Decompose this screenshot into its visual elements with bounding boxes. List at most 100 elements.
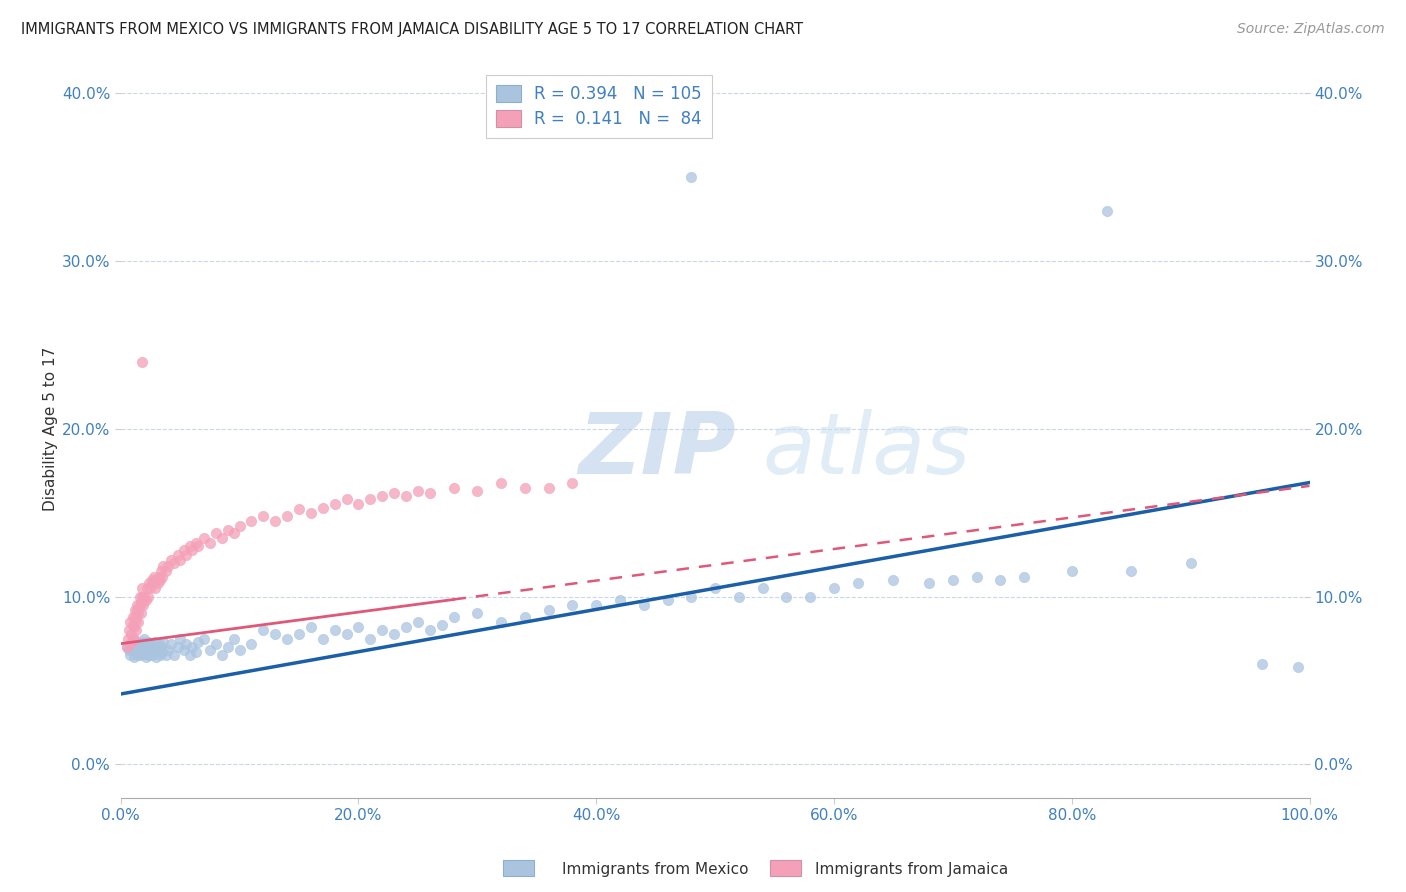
Point [152,635,174,649]
Point [513,481,536,495]
Point [128,648,150,663]
Text: Immigrants from Mexico: Immigrants from Mexico [562,863,749,877]
Point [120,615,142,629]
Point [561,475,583,490]
Point [127,615,149,629]
Point [187,635,209,649]
Point [882,573,904,587]
Point [359,492,381,507]
Point [174,548,197,562]
Point [131,635,153,649]
Point [174,637,197,651]
Point [135,581,157,595]
Point [382,626,405,640]
Point [159,553,181,567]
Point [240,637,263,651]
Point [127,648,149,663]
Point [228,519,250,533]
Point [681,590,703,604]
Point [419,624,441,638]
Point [406,483,429,498]
Point [204,525,226,540]
Point [120,637,142,651]
Point [127,637,149,651]
Point [193,632,215,646]
Point [169,632,191,646]
Point [382,485,405,500]
Point [217,523,239,537]
Point [179,539,201,553]
Point [131,590,153,604]
Point [124,609,146,624]
Point [633,598,655,612]
Point [406,615,429,629]
Point [138,576,160,591]
Point [609,593,631,607]
Point [990,573,1012,587]
Point [124,603,146,617]
Point [371,624,394,638]
Point [150,565,173,579]
Point [132,598,155,612]
Point [141,573,163,587]
Point [143,635,166,649]
Point [846,576,869,591]
Point [211,648,233,663]
Point [347,620,370,634]
Point [157,643,180,657]
Point [121,609,143,624]
Point [240,514,263,528]
Point [728,590,751,604]
Point [115,640,138,654]
Point [125,635,148,649]
Point [127,607,149,621]
Point [823,581,845,595]
Point [181,542,204,557]
Point [799,590,821,604]
Point [132,647,155,661]
Point [122,632,145,646]
Point [359,632,381,646]
Point [135,593,157,607]
Point [1121,565,1143,579]
Point [122,620,145,634]
Point [163,556,186,570]
Point [264,626,287,640]
Point [141,648,163,663]
Point [204,637,226,651]
Point [966,569,988,583]
Point [127,643,149,657]
Point [135,650,157,665]
Point [142,640,165,654]
Point [312,500,335,515]
Point [127,598,149,612]
Point [181,640,204,654]
Point [443,609,465,624]
Point [288,502,311,516]
Point [513,609,536,624]
Point [222,632,245,646]
Point [128,598,150,612]
Point [1060,565,1083,579]
Point [704,581,727,595]
Point [299,506,322,520]
Point [1012,569,1035,583]
Point [561,598,583,612]
Point [371,489,394,503]
Text: Source: ZipAtlas.com: Source: ZipAtlas.com [1237,22,1385,37]
Point [173,643,195,657]
Point [276,509,298,524]
Point [120,637,142,651]
Point [222,525,245,540]
Point [537,481,560,495]
Point [121,632,143,646]
Point [252,509,274,524]
Point [142,576,165,591]
Point [148,569,170,583]
Point [139,643,162,657]
Point [121,643,143,657]
Point [155,648,177,663]
Point [323,497,346,511]
Point [395,489,418,503]
Point [134,632,156,646]
